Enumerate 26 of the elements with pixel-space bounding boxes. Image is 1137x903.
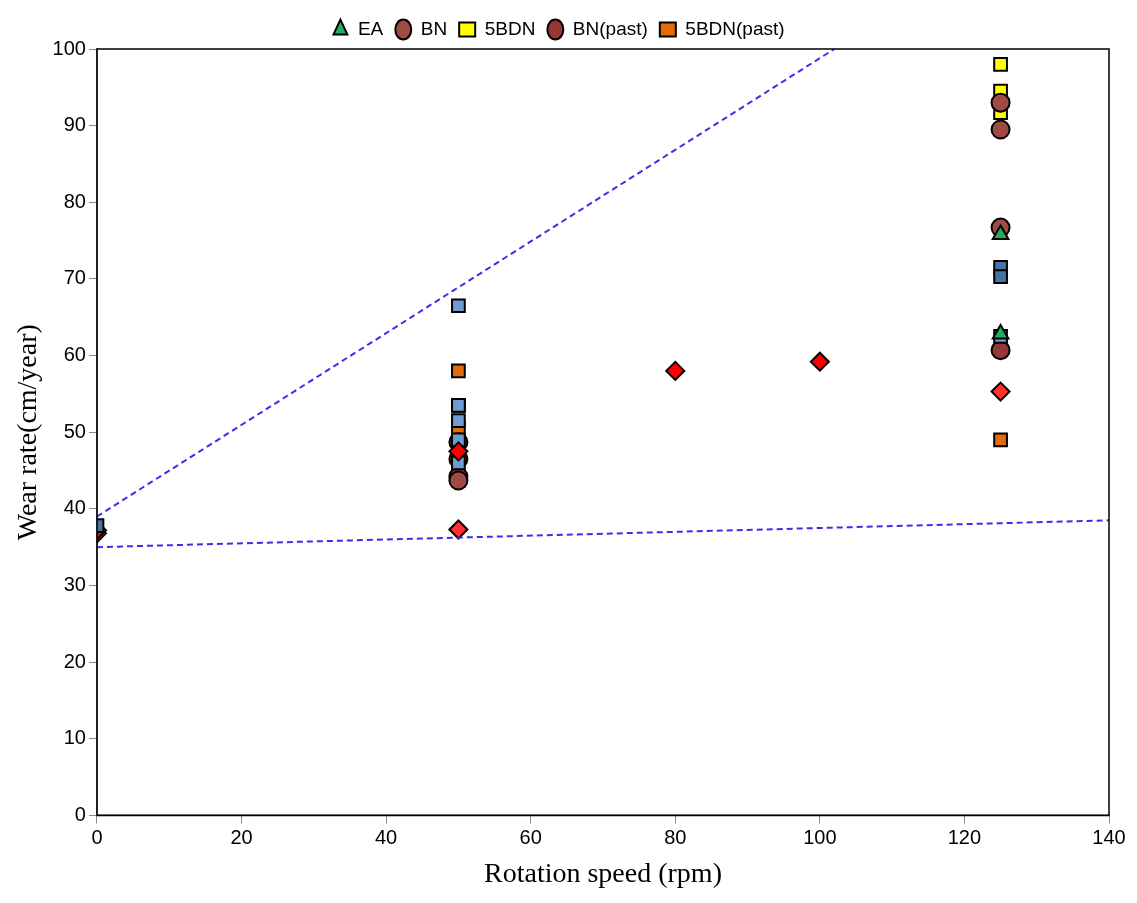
x-tick-label: 80 <box>664 825 687 848</box>
y-tick-label: 10 <box>63 726 86 749</box>
y-tick-label: 70 <box>63 266 86 289</box>
y-tick-label: 50 <box>63 419 86 442</box>
y-tick-label: 40 <box>63 496 86 519</box>
x-tick-label: 140 <box>1092 825 1126 848</box>
legend-label: 5BDN <box>484 17 536 39</box>
legend-label: BN(past) <box>572 17 648 39</box>
legend-label: BN <box>420 17 448 39</box>
x-tick-label: 100 <box>803 825 837 848</box>
y-tick-label: 100 <box>52 36 86 59</box>
x-axis-title: Rotation speed (rpm) <box>484 856 722 888</box>
y-tick-label: 20 <box>63 649 86 672</box>
y-tick-label: 90 <box>63 113 86 136</box>
y-tick-label: 60 <box>63 343 86 366</box>
y-tick-label: 80 <box>63 189 86 212</box>
x-tick-label: 0 <box>91 825 103 848</box>
legend-label: 5BDN(past) <box>685 17 785 39</box>
y-tick-label: 0 <box>74 802 86 825</box>
legend-label: EA <box>357 17 384 39</box>
y-tick-label: 30 <box>63 573 86 595</box>
x-tick-label: 20 <box>230 825 253 848</box>
x-tick-label: 120 <box>947 825 982 848</box>
x-tick-label: 40 <box>375 825 398 848</box>
y-axis-title: Wear rate(cm/year) <box>11 324 43 541</box>
x-tick-label: 60 <box>519 825 542 848</box>
